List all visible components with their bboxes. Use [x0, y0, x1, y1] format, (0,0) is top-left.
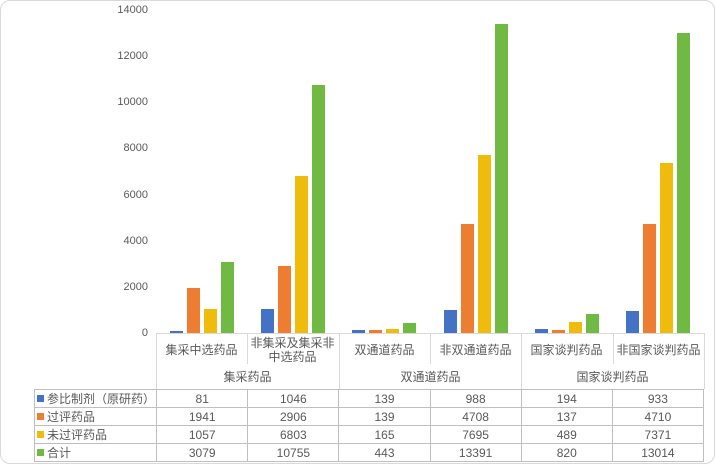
bar-series-1-cat-1 — [278, 266, 291, 333]
x-axis-category-label: 双通道药品 — [354, 342, 415, 357]
cell-value: 443 — [338, 443, 431, 462]
row-label-cell: 未过评药品 — [33, 425, 158, 444]
bar-series-3-cat-5 — [677, 33, 690, 333]
y-axis-tick-label: 14000 — [117, 4, 148, 16]
cell-value: 820 — [520, 443, 613, 462]
bar-series-0-cat-0 — [170, 331, 183, 333]
bar-series-2-cat-0 — [204, 309, 217, 333]
legend-key-3 — [37, 449, 44, 457]
cell-value: 988 — [429, 389, 522, 408]
bar-series-0-cat-4 — [535, 329, 548, 333]
row-label: 未过评药品 — [47, 428, 108, 442]
bar-series-3-cat-1 — [312, 85, 325, 333]
row-label-cell: 合计 — [33, 443, 158, 462]
cell-value: 6803 — [247, 425, 340, 444]
cell-value: 139 — [338, 389, 431, 408]
group-separator-line — [156, 333, 157, 389]
y-axis-tick-label: 4000 — [123, 234, 148, 247]
y-axis-tick-label: 12000 — [117, 50, 148, 63]
cell-value: 137 — [520, 407, 613, 426]
bar-series-2-cat-1 — [295, 176, 308, 333]
bar-series-0-cat-1 — [261, 309, 274, 333]
bar-series-3-cat-4 — [586, 314, 599, 333]
cell-value: 81 — [156, 389, 249, 408]
x-axis-category-label: 非双通道药品 — [439, 342, 512, 357]
group-separator-line — [704, 333, 705, 389]
cell-value: 165 — [338, 425, 431, 444]
bar-series-1-cat-2 — [369, 330, 382, 333]
cell-value: 933 — [611, 389, 705, 408]
x-axis-line — [156, 333, 704, 334]
legend-key-0 — [37, 395, 44, 403]
bar-series-2-cat-4 — [569, 322, 582, 333]
category-separator-line — [247, 334, 248, 364]
bar-series-2-cat-5 — [660, 163, 673, 333]
cell-value: 1941 — [156, 407, 249, 426]
row-label-cell: 过评药品 — [33, 407, 158, 426]
bar-series-1-cat-3 — [461, 224, 474, 333]
cell-value: 1057 — [156, 425, 249, 444]
bar-series-1-cat-5 — [643, 224, 656, 333]
category-separator-line — [430, 334, 431, 364]
legend-key-2 — [37, 431, 44, 439]
row-label: 参比制剂（原研药） — [47, 392, 156, 406]
cell-value: 3079 — [156, 443, 249, 462]
bar-series-1-cat-4 — [552, 330, 565, 333]
bar-series-2-cat-2 — [386, 329, 399, 333]
cell-value: 194 — [520, 389, 613, 408]
row-label: 合计 — [47, 446, 72, 460]
x-axis-category-label: 集采中选药品 — [165, 342, 238, 357]
y-axis-tick-label: 2000 — [123, 280, 148, 293]
bar-series-2-cat-3 — [478, 155, 491, 333]
table-row: 合计 3079 10755 443 13391 820 13014 — [33, 443, 705, 462]
group-separator-line — [521, 333, 522, 389]
bar-series-0-cat-3 — [444, 310, 457, 333]
cell-value: 10755 — [247, 443, 340, 462]
cell-value: 7695 — [429, 425, 522, 444]
bar-series-0-cat-2 — [352, 330, 365, 333]
x-axis-category-label: 非国家谈判药品 — [616, 342, 701, 357]
row-label-cell: 参比制剂（原研药） — [33, 389, 158, 408]
row-label: 过评药品 — [47, 410, 96, 424]
y-axis-tick-label: 8000 — [123, 142, 148, 155]
table-row: 未过评药品 1057 6803 165 7695 489 7371 — [33, 425, 705, 444]
cell-value: 139 — [338, 407, 431, 426]
cell-value: 13014 — [611, 443, 705, 462]
x-axis-category-label: 国家谈判药品 — [530, 342, 603, 357]
data-table-body: 参比制剂（原研药） 81 1046 139 988 194 933 过评药品 1941 2906 1… — [33, 389, 705, 462]
table-row: 过评药品 1941 2906 139 4708 137 4710 — [33, 407, 705, 426]
y-axis-tick-label: 10000 — [117, 96, 148, 109]
legend-key-1 — [37, 413, 44, 421]
table-row: 参比制剂（原研药） 81 1046 139 988 194 933 — [33, 389, 705, 408]
bar-series-3-cat-0 — [221, 262, 234, 333]
x-axis-group-label: 双通道药品 — [400, 370, 461, 384]
x-axis-category-label: 非集采及集采非中选药品 — [250, 335, 335, 364]
cell-value: 4710 — [611, 407, 705, 426]
group-separator-line — [339, 333, 340, 389]
y-axis-tick-label: 6000 — [123, 188, 148, 201]
x-axis-group-label: 集采药品 — [223, 370, 272, 384]
bar-series-3-cat-2 — [403, 323, 416, 333]
category-separator-line — [613, 334, 614, 364]
bar-series-0-cat-5 — [626, 311, 639, 333]
bar-series-1-cat-0 — [187, 288, 200, 333]
bar-series-3-cat-3 — [495, 24, 508, 333]
cell-value: 7371 — [611, 425, 705, 444]
cell-value: 489 — [520, 425, 613, 444]
y-axis-tick-label: 0 — [141, 327, 148, 339]
data-table: 参比制剂（原研药） 81 1046 139 988 194 933 过评药品 1941 2906 1… — [33, 389, 705, 462]
cell-value: 13391 — [429, 443, 522, 462]
cell-value: 4708 — [429, 407, 522, 426]
x-axis-group-label: 国家谈判药品 — [576, 370, 649, 384]
cell-value: 1046 — [247, 389, 340, 408]
cell-value: 2906 — [247, 407, 340, 426]
